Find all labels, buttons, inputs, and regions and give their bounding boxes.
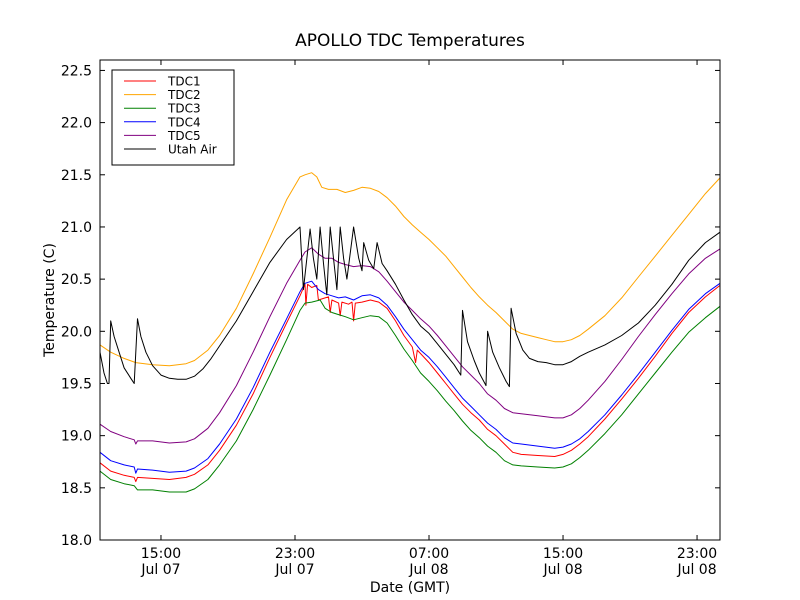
x-tick-label-date: Jul 08	[676, 562, 716, 578]
x-axis-label: Date (GMT)	[370, 580, 450, 596]
legend-label-tdc3: TDC3	[167, 102, 201, 116]
y-axis: 18.0 18.5 19.0 19.5 20.0 20.5 21.0 21.5 22.0 22.5	[61, 63, 720, 549]
legend-box	[111, 69, 235, 166]
plot-frame	[99, 59, 721, 541]
x-tick-label-date: Jul 07	[274, 562, 314, 578]
series-line-tdc4	[99, 280, 721, 474]
y-tick-label: 18.0	[61, 533, 92, 549]
legend-label-tdc5: TDC5	[167, 129, 201, 143]
series-line-tdc5	[99, 247, 721, 445]
y-tick-label: 20.0	[61, 324, 92, 340]
x-tick-label-time: 23:00	[275, 546, 315, 562]
y-tick-label: 20.5	[61, 272, 92, 288]
series-line-utah-air	[99, 226, 721, 388]
y-tick-label: 21.0	[61, 220, 92, 236]
y-tick-label: 18.5	[61, 481, 92, 497]
x-tick-label-date: Jul 07	[140, 562, 180, 578]
chart-title: APOLLO TDC Temperatures	[295, 31, 525, 51]
x-tick-label-date: Jul 08	[408, 562, 448, 578]
y-tick-label: 19.5	[61, 376, 92, 392]
y-tick-label: 22.5	[61, 63, 92, 79]
series-line-tdc2	[99, 172, 721, 367]
plot-lines	[99, 172, 721, 493]
series-line-tdc3	[99, 299, 721, 493]
series-line-tdc1	[99, 283, 721, 483]
y-axis-label: Temperature (C)	[42, 243, 58, 358]
x-tick-label-time: 07:00	[409, 546, 449, 562]
legend-label-tdc1: TDC1	[167, 75, 201, 89]
x-tick-label-time: 23:00	[677, 546, 717, 562]
y-tick-label: 22.0	[61, 116, 92, 132]
x-tick-label-time: 15:00	[141, 546, 181, 562]
legend-label-tdc4: TDC4	[167, 115, 201, 129]
legend-label-utah-air: Utah Air	[168, 143, 217, 157]
x-tick-label-date: Jul 08	[542, 562, 582, 578]
y-tick-label: 19.0	[61, 429, 92, 445]
legend-label-tdc2: TDC2	[167, 88, 201, 102]
y-tick-label: 21.5	[61, 168, 92, 184]
x-tick-label-time: 15:00	[543, 546, 583, 562]
